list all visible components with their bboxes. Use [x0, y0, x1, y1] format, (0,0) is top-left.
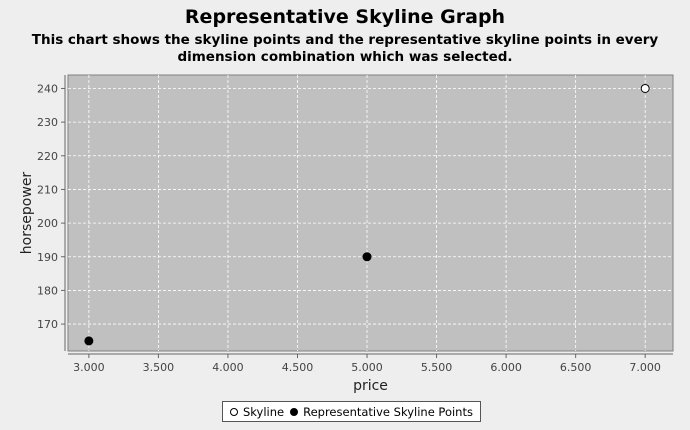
- chart-subtitle: This chart shows the skyline points and …: [31, 32, 659, 65]
- x-tick-label: 4.000: [212, 361, 244, 374]
- y-tick-label: 220: [37, 150, 58, 163]
- y-tick-label: 210: [37, 183, 58, 196]
- axes: [61, 75, 673, 358]
- skyline-point: [640, 83, 650, 93]
- legend-item-representative: Representative Skyline Points: [290, 405, 473, 419]
- legend-label-skyline: Skyline: [243, 404, 285, 419]
- legend-label-representative: Representative Skyline Points: [303, 404, 473, 419]
- x-tick-label: 5.500: [421, 361, 453, 374]
- legend-item-skyline: Skyline: [230, 405, 284, 419]
- x-tick-label: 5.000: [351, 361, 383, 374]
- y-tick-label: 180: [37, 284, 58, 297]
- x-tick-label: 4.500: [282, 361, 314, 374]
- y-tick-label: 230: [37, 116, 58, 129]
- x-tick-label: 6.000: [490, 361, 522, 374]
- y-tick-label: 200: [37, 217, 58, 230]
- chart-title: Representative Skyline Graph: [184, 6, 506, 28]
- y-tick-label: 170: [37, 318, 58, 331]
- legend: Skyline Representative Skyline Points: [222, 401, 481, 422]
- filled-circle-icon: [290, 407, 299, 416]
- x-axis-title: price: [353, 378, 388, 394]
- representative-skyline-point: [84, 336, 94, 346]
- x-tick-label: 7.000: [629, 361, 661, 374]
- x-tick-label: 3.500: [143, 361, 175, 374]
- data-points: [84, 83, 650, 346]
- scatter-plot: 3.000 3.500 4.000 4.500 5.000 5.500 6.000 6.500…: [19, 74, 674, 394]
- x-tick-label: 6.500: [560, 361, 592, 374]
- plot-area: [67, 74, 674, 352]
- hollow-circle-icon: [230, 407, 238, 416]
- y-tick-label: 240: [37, 82, 58, 95]
- x-tick-label: 3.000: [73, 361, 105, 374]
- y-tick-label: 190: [37, 251, 58, 264]
- y-axis-title: horsepower: [19, 172, 35, 255]
- tick-labels: 3.000 3.500 4.000 4.500 5.000 5.500 6.000 6.500…: [37, 82, 661, 374]
- representative-skyline-point: [362, 252, 372, 262]
